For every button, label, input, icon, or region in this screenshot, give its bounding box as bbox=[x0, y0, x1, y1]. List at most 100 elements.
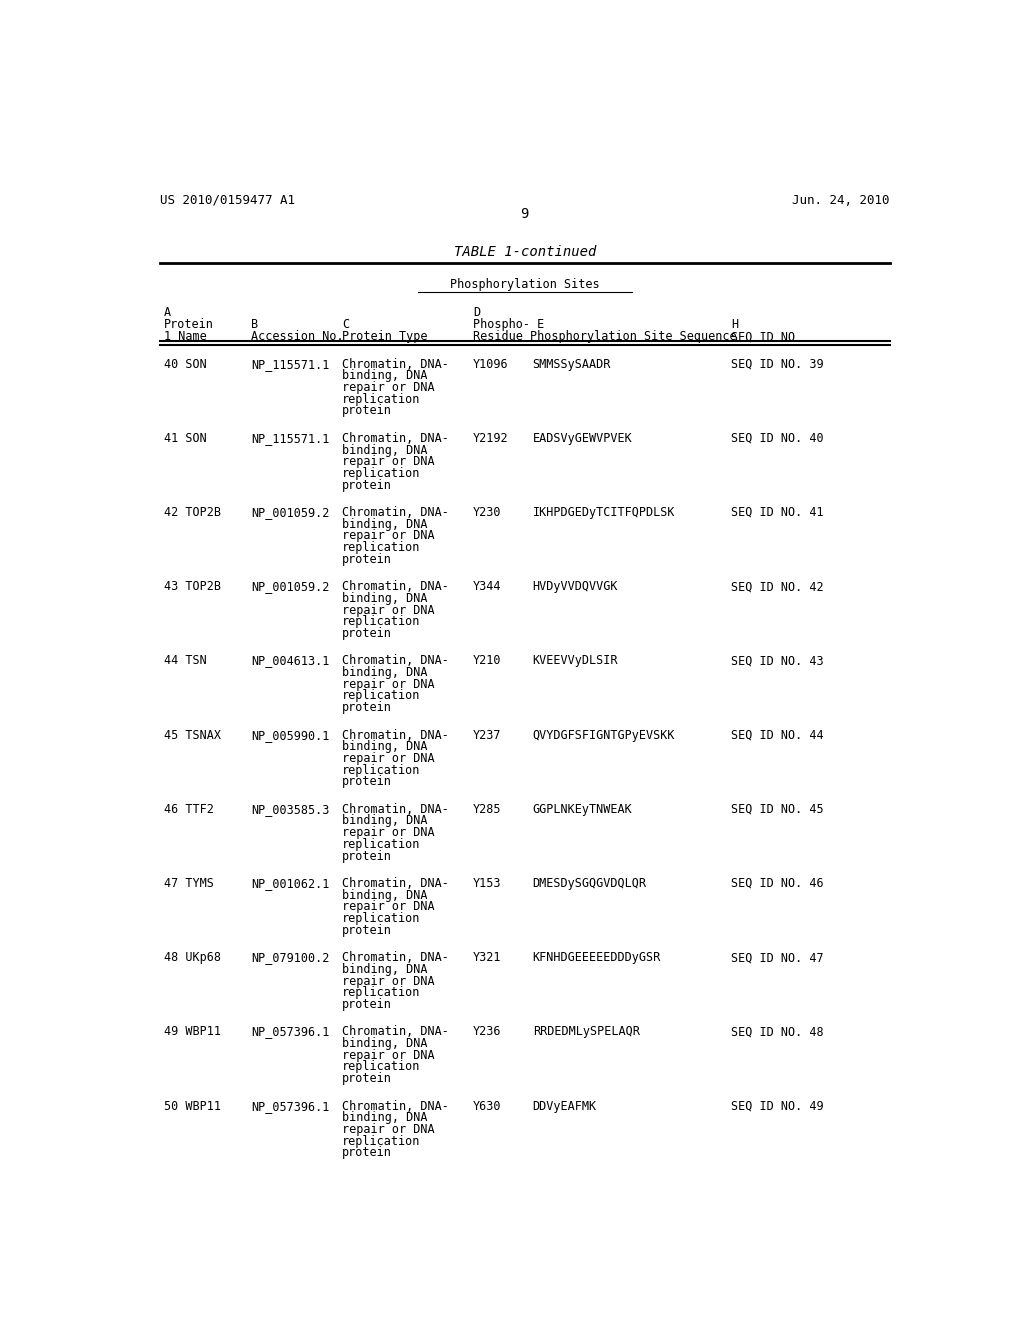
Text: Y1096: Y1096 bbox=[473, 358, 509, 371]
Text: Residue Phosphorylation Site Sequence: Residue Phosphorylation Site Sequence bbox=[473, 330, 737, 343]
Text: 47 TYMS: 47 TYMS bbox=[164, 876, 214, 890]
Text: replication: replication bbox=[342, 541, 421, 554]
Text: C: C bbox=[342, 318, 349, 331]
Text: binding, DNA: binding, DNA bbox=[342, 741, 428, 754]
Text: replication: replication bbox=[342, 838, 421, 851]
Text: protein: protein bbox=[342, 1146, 392, 1159]
Text: 42 TOP2B: 42 TOP2B bbox=[164, 506, 221, 519]
Text: binding, DNA: binding, DNA bbox=[342, 444, 428, 457]
Text: Y210: Y210 bbox=[473, 655, 502, 668]
Text: NP_057396.1: NP_057396.1 bbox=[251, 1100, 330, 1113]
Text: NP_115571.1: NP_115571.1 bbox=[251, 358, 330, 371]
Text: 50 WBP11: 50 WBP11 bbox=[164, 1100, 221, 1113]
Text: Y630: Y630 bbox=[473, 1100, 502, 1113]
Text: SEQ ID NO. 48: SEQ ID NO. 48 bbox=[731, 1026, 823, 1039]
Text: Y321: Y321 bbox=[473, 952, 502, 964]
Text: protein: protein bbox=[342, 775, 392, 788]
Text: 44 TSN: 44 TSN bbox=[164, 655, 207, 668]
Text: binding, DNA: binding, DNA bbox=[342, 888, 428, 902]
Text: Y344: Y344 bbox=[473, 581, 502, 593]
Text: SEQ ID NO. 45: SEQ ID NO. 45 bbox=[731, 803, 823, 816]
Text: NP_001059.2: NP_001059.2 bbox=[251, 581, 330, 593]
Text: Phospho- E: Phospho- E bbox=[473, 318, 545, 331]
Text: SEQ ID NO. 49: SEQ ID NO. 49 bbox=[731, 1100, 823, 1113]
Text: D: D bbox=[473, 306, 480, 318]
Text: RRDEDMLySPELAQR: RRDEDMLySPELAQR bbox=[532, 1026, 640, 1039]
Text: protein: protein bbox=[342, 627, 392, 640]
Text: repair or DNA: repair or DNA bbox=[342, 603, 435, 616]
Text: H: H bbox=[731, 318, 738, 331]
Text: SEQ ID NO. 44: SEQ ID NO. 44 bbox=[731, 729, 823, 742]
Text: NP_005990.1: NP_005990.1 bbox=[251, 729, 330, 742]
Text: Protein: Protein bbox=[164, 318, 214, 331]
Text: repair or DNA: repair or DNA bbox=[342, 1123, 435, 1137]
Text: QVYDGFSFIGNTGPyEVSKK: QVYDGFSFIGNTGPyEVSKK bbox=[532, 729, 675, 742]
Text: replication: replication bbox=[342, 689, 421, 702]
Text: B: B bbox=[251, 318, 258, 331]
Text: TABLE 1-continued: TABLE 1-continued bbox=[454, 244, 596, 259]
Text: IKHPDGEDyTCITFQPDLSK: IKHPDGEDyTCITFQPDLSK bbox=[532, 506, 675, 519]
Text: repair or DNA: repair or DNA bbox=[342, 974, 435, 987]
Text: Y236: Y236 bbox=[473, 1026, 502, 1039]
Text: replication: replication bbox=[342, 1135, 421, 1147]
Text: SEQ ID NO. 47: SEQ ID NO. 47 bbox=[731, 952, 823, 964]
Text: replication: replication bbox=[342, 764, 421, 776]
Text: replication: replication bbox=[342, 912, 421, 925]
Text: repair or DNA: repair or DNA bbox=[342, 455, 435, 469]
Text: Y153: Y153 bbox=[473, 876, 502, 890]
Text: 49 WBP11: 49 WBP11 bbox=[164, 1026, 221, 1039]
Text: 43 TOP2B: 43 TOP2B bbox=[164, 581, 221, 593]
Text: 46 TTF2: 46 TTF2 bbox=[164, 803, 214, 816]
Text: NP_079100.2: NP_079100.2 bbox=[251, 952, 330, 964]
Text: repair or DNA: repair or DNA bbox=[342, 381, 435, 393]
Text: Chromatin, DNA-: Chromatin, DNA- bbox=[342, 952, 450, 964]
Text: EADSVyGEWVPVEK: EADSVyGEWVPVEK bbox=[532, 432, 633, 445]
Text: NP_004613.1: NP_004613.1 bbox=[251, 655, 330, 668]
Text: 40 SON: 40 SON bbox=[164, 358, 207, 371]
Text: repair or DNA: repair or DNA bbox=[342, 529, 435, 543]
Text: DMESDySGQGVDQLQR: DMESDySGQGVDQLQR bbox=[532, 876, 647, 890]
Text: Chromatin, DNA-: Chromatin, DNA- bbox=[342, 506, 450, 519]
Text: SEQ ID NO: SEQ ID NO bbox=[731, 330, 796, 343]
Text: protein: protein bbox=[342, 404, 392, 417]
Text: KFNHDGEEEEEDDDyGSR: KFNHDGEEEEEDDDyGSR bbox=[532, 952, 660, 964]
Text: Chromatin, DNA-: Chromatin, DNA- bbox=[342, 581, 450, 593]
Text: binding, DNA: binding, DNA bbox=[342, 667, 428, 678]
Text: Y237: Y237 bbox=[473, 729, 502, 742]
Text: binding, DNA: binding, DNA bbox=[342, 517, 428, 531]
Text: Protein Type: Protein Type bbox=[342, 330, 428, 343]
Text: Chromatin, DNA-: Chromatin, DNA- bbox=[342, 729, 450, 742]
Text: SEQ ID NO. 41: SEQ ID NO. 41 bbox=[731, 506, 823, 519]
Text: replication: replication bbox=[342, 986, 421, 999]
Text: A: A bbox=[164, 306, 171, 318]
Text: 1 Name: 1 Name bbox=[164, 330, 207, 343]
Text: NP_057396.1: NP_057396.1 bbox=[251, 1026, 330, 1039]
Text: protein: protein bbox=[342, 1072, 392, 1085]
Text: SEQ ID NO. 43: SEQ ID NO. 43 bbox=[731, 655, 823, 668]
Text: replication: replication bbox=[342, 1060, 421, 1073]
Text: binding, DNA: binding, DNA bbox=[342, 370, 428, 383]
Text: SEQ ID NO. 39: SEQ ID NO. 39 bbox=[731, 358, 823, 371]
Text: repair or DNA: repair or DNA bbox=[342, 752, 435, 766]
Text: protein: protein bbox=[342, 998, 392, 1011]
Text: replication: replication bbox=[342, 467, 421, 480]
Text: 41 SON: 41 SON bbox=[164, 432, 207, 445]
Text: Jun. 24, 2010: Jun. 24, 2010 bbox=[793, 194, 890, 207]
Text: 48 UKp68: 48 UKp68 bbox=[164, 952, 221, 964]
Text: repair or DNA: repair or DNA bbox=[342, 900, 435, 913]
Text: NP_003585.3: NP_003585.3 bbox=[251, 803, 330, 816]
Text: NP_001059.2: NP_001059.2 bbox=[251, 506, 330, 519]
Text: Y230: Y230 bbox=[473, 506, 502, 519]
Text: 9: 9 bbox=[520, 207, 529, 222]
Text: binding, DNA: binding, DNA bbox=[342, 814, 428, 828]
Text: NP_115571.1: NP_115571.1 bbox=[251, 432, 330, 445]
Text: protein: protein bbox=[342, 924, 392, 937]
Text: HVDyVVDQVVGK: HVDyVVDQVVGK bbox=[532, 581, 618, 593]
Text: Chromatin, DNA-: Chromatin, DNA- bbox=[342, 876, 450, 890]
Text: DDVyEAFMK: DDVyEAFMK bbox=[532, 1100, 597, 1113]
Text: GGPLNKEyTNWEAK: GGPLNKEyTNWEAK bbox=[532, 803, 633, 816]
Text: 45 TSNAX: 45 TSNAX bbox=[164, 729, 221, 742]
Text: replication: replication bbox=[342, 392, 421, 405]
Text: protein: protein bbox=[342, 553, 392, 566]
Text: replication: replication bbox=[342, 615, 421, 628]
